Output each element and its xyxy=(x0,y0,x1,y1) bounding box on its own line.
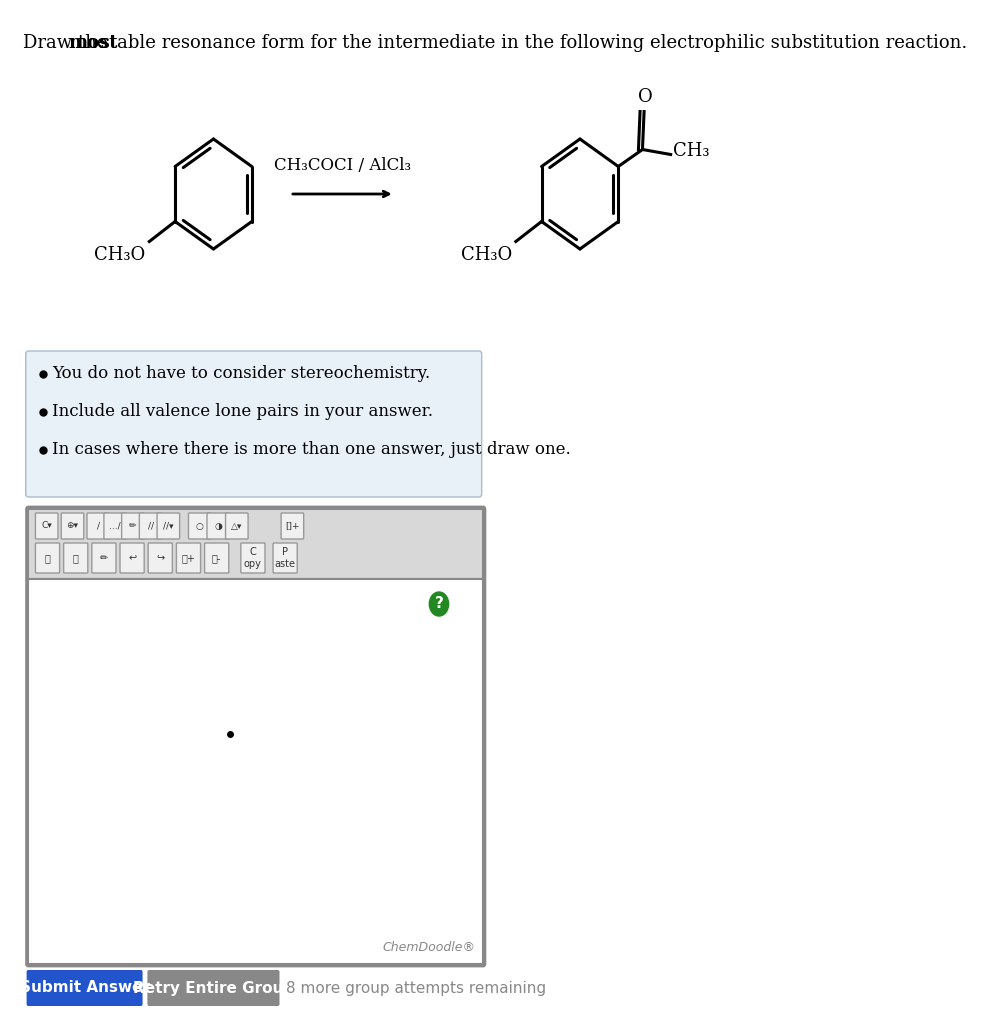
FancyBboxPatch shape xyxy=(36,543,60,573)
FancyBboxPatch shape xyxy=(189,513,211,539)
Text: 🔑: 🔑 xyxy=(73,553,79,563)
Text: C
opy: C opy xyxy=(244,547,261,568)
Text: //▾: //▾ xyxy=(163,521,174,530)
Text: CH₃: CH₃ xyxy=(673,142,710,161)
FancyBboxPatch shape xyxy=(273,543,297,573)
FancyBboxPatch shape xyxy=(62,513,83,539)
Text: 🔍-: 🔍- xyxy=(212,553,222,563)
Text: /: / xyxy=(96,521,99,530)
FancyBboxPatch shape xyxy=(104,513,126,539)
FancyBboxPatch shape xyxy=(241,543,265,573)
FancyBboxPatch shape xyxy=(148,543,172,573)
Text: []+: []+ xyxy=(285,521,299,530)
Text: ✏: ✏ xyxy=(129,521,136,530)
Text: ✋: ✋ xyxy=(45,553,51,563)
Text: stable resonance form for the intermediate in the following electrophilic substi: stable resonance form for the intermedia… xyxy=(95,34,967,52)
Circle shape xyxy=(429,592,448,616)
FancyBboxPatch shape xyxy=(87,513,109,539)
Text: P
aste: P aste xyxy=(274,547,295,568)
FancyBboxPatch shape xyxy=(147,970,279,1006)
FancyBboxPatch shape xyxy=(91,543,116,573)
Text: In cases where there is more than one answer, just draw one.: In cases where there is more than one an… xyxy=(53,441,572,459)
FancyBboxPatch shape xyxy=(139,513,162,539)
Text: ⊕▾: ⊕▾ xyxy=(67,521,79,530)
Text: ↩: ↩ xyxy=(128,553,136,563)
Text: C▾: C▾ xyxy=(42,521,52,530)
Text: Draw the: Draw the xyxy=(23,34,112,52)
FancyBboxPatch shape xyxy=(26,351,482,497)
FancyBboxPatch shape xyxy=(226,513,248,539)
Text: CH₃O: CH₃O xyxy=(460,246,512,263)
Text: ?: ? xyxy=(434,597,443,611)
Text: 8 more group attempts remaining: 8 more group attempts remaining xyxy=(286,981,546,995)
Text: ◑: ◑ xyxy=(215,521,223,530)
Text: Retry Entire Group: Retry Entire Group xyxy=(133,981,294,995)
FancyBboxPatch shape xyxy=(281,513,304,539)
FancyBboxPatch shape xyxy=(36,513,58,539)
FancyBboxPatch shape xyxy=(205,543,229,573)
FancyBboxPatch shape xyxy=(64,543,87,573)
Text: CH₃O: CH₃O xyxy=(94,246,145,263)
Text: ChemDoodle®: ChemDoodle® xyxy=(383,941,475,954)
Text: △▾: △▾ xyxy=(232,521,243,530)
Text: Include all valence lone pairs in your answer.: Include all valence lone pairs in your a… xyxy=(53,403,433,421)
Text: O: O xyxy=(637,88,652,106)
Text: Submit Answer: Submit Answer xyxy=(20,981,149,995)
FancyBboxPatch shape xyxy=(27,970,142,1006)
Text: //: // xyxy=(148,521,154,530)
Text: ✏: ✏ xyxy=(99,553,108,563)
FancyBboxPatch shape xyxy=(157,513,180,539)
Text: 🔍+: 🔍+ xyxy=(182,553,196,563)
Text: most: most xyxy=(69,34,118,52)
FancyBboxPatch shape xyxy=(121,513,144,539)
FancyBboxPatch shape xyxy=(28,579,483,964)
FancyBboxPatch shape xyxy=(120,543,144,573)
Text: CH₃COCI / AlCl₃: CH₃COCI / AlCl₃ xyxy=(273,157,411,174)
Text: You do not have to consider stereochemistry.: You do not have to consider stereochemis… xyxy=(53,366,430,383)
FancyBboxPatch shape xyxy=(207,513,230,539)
Text: ↪: ↪ xyxy=(156,553,164,563)
FancyBboxPatch shape xyxy=(176,543,201,573)
Text: ○: ○ xyxy=(196,521,204,530)
FancyBboxPatch shape xyxy=(28,509,483,579)
Text: .../: .../ xyxy=(109,521,121,530)
